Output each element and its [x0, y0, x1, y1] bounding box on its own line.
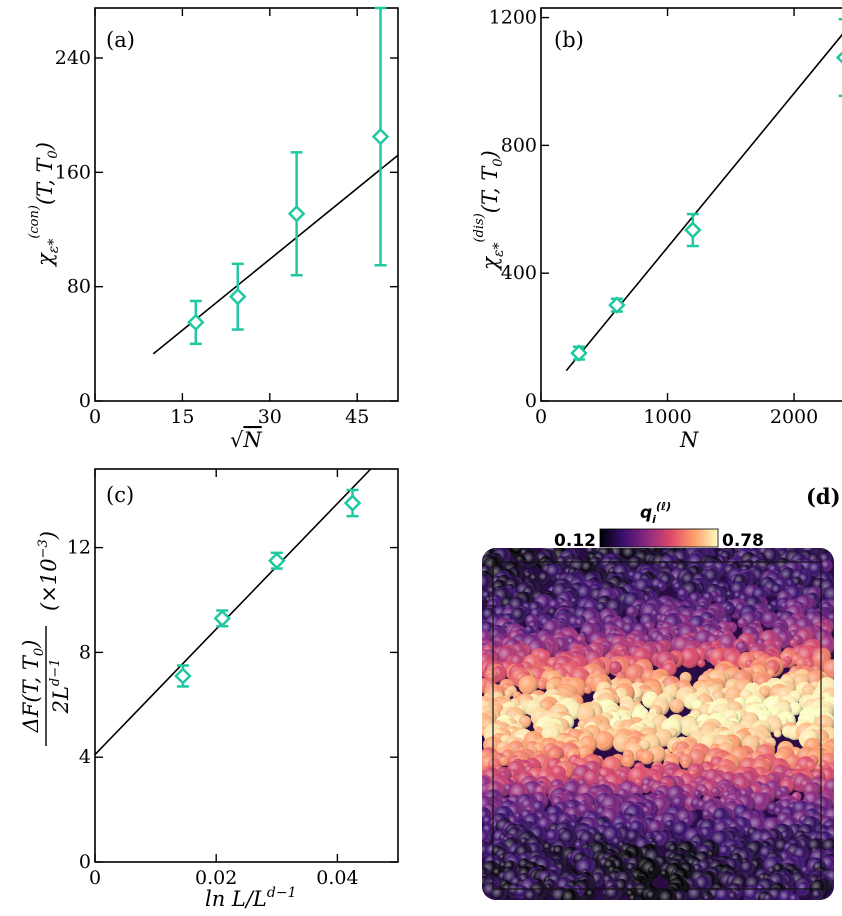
particle-shading — [789, 638, 798, 648]
x-tick-label: 0.04 — [316, 867, 358, 889]
y-tick-label: 240 — [55, 47, 91, 69]
particle-shading — [669, 698, 685, 714]
y-tick-label: 4 — [79, 746, 91, 768]
panel-b-x-label: N — [679, 428, 699, 452]
x-tick-label: 45 — [345, 406, 369, 428]
y-tick-label: 8 — [79, 641, 91, 663]
x-tick-label: 0 — [89, 406, 101, 428]
data-point — [228, 287, 247, 306]
colorbar — [599, 528, 719, 548]
particle-shading — [537, 680, 547, 690]
colorbar-title: qi(ℓ) — [640, 500, 671, 526]
y-tick-label: 0 — [79, 390, 91, 412]
panel-b-y-label: χε*(dis)(T, T0) — [472, 150, 507, 272]
fit-line — [94, 468, 372, 756]
particle-shading — [702, 810, 712, 820]
panel-c-frame — [94, 468, 399, 863]
data-point — [287, 205, 306, 223]
particle-shading — [621, 754, 635, 768]
y-tick-label: 0 — [79, 851, 91, 873]
particle-shading — [697, 659, 706, 668]
y-tick-label: 80 — [67, 276, 91, 298]
y-tick-label: 1200 — [489, 7, 537, 29]
particle-shading — [570, 596, 580, 607]
particle-shading — [538, 571, 551, 585]
particle-shading — [820, 559, 833, 573]
data-point — [268, 551, 286, 570]
particle-shading — [575, 617, 585, 628]
panel-a-x-label: √N — [230, 428, 262, 452]
panel-c-label: (c) — [106, 483, 134, 507]
particle-shading — [773, 729, 782, 738]
data-point — [213, 609, 232, 628]
y-tick-label: 800 — [501, 134, 537, 156]
colorbar-min-label: 0.12 — [554, 531, 596, 551]
particle-shading — [499, 756, 510, 766]
y-tick-label: 12 — [67, 537, 91, 559]
data-point — [371, 127, 390, 146]
panel-b: (b) 0 1000 2000 0 400 800 1200 N χε*(dis)(T, T… — [472, 7, 842, 452]
x-tick-label: 30 — [258, 406, 282, 428]
data-point — [343, 494, 362, 512]
particle-shading — [504, 688, 513, 698]
panel-a-y-label: χε*(con)(T, T0) — [27, 142, 62, 268]
particle-shading — [584, 685, 592, 694]
particle-snapshot — [482, 548, 834, 900]
fit-line — [565, 33, 842, 372]
particle-shading — [725, 604, 734, 614]
panel-c: (c) 0 0.02 0.04 0 4 8 12 ln L/Ld−1 ΔF(T, T0) 2… — [19, 468, 399, 911]
y-tick-label: 0 — [525, 390, 537, 412]
panel-a: (a) 0 15 30 45 0 80 160 240 √N χε*(con)(T, T0) — [27, 6, 399, 452]
particle-shading — [609, 661, 622, 674]
x-tick-label: 15 — [170, 406, 194, 428]
particle-shading — [725, 590, 735, 599]
particle-shading — [822, 659, 834, 680]
particle-shading — [626, 605, 639, 619]
particle-shading — [735, 641, 749, 654]
y-tick-label: 160 — [55, 161, 91, 183]
panel-b-label: (b) — [554, 28, 584, 52]
data-point — [835, 51, 842, 64]
particle-shading — [518, 675, 538, 695]
data-point — [684, 221, 702, 239]
x-tick-label: 0.02 — [195, 867, 237, 889]
particle-shading — [737, 617, 748, 629]
colorbar-max-label: 0.78 — [722, 531, 764, 551]
particle-shading — [796, 657, 807, 669]
panel-a-label: (a) — [106, 28, 135, 52]
panel-d: (d) qi(ℓ) 0.12 0.78 — [482, 484, 841, 900]
x-tick-label: 0 — [89, 867, 101, 889]
data-point — [187, 313, 205, 332]
particle-shading — [648, 866, 657, 875]
x-tick-label: 1000 — [643, 406, 691, 428]
particle-shading — [679, 648, 701, 669]
particle-shading — [640, 750, 654, 765]
panel-d-label: (d) — [806, 484, 841, 509]
panel-b-frame — [540, 7, 842, 402]
particle-shading — [660, 869, 670, 879]
particle-shading — [594, 731, 615, 751]
y-tick-label: 400 — [501, 262, 537, 284]
data-point — [174, 667, 192, 685]
panel-c-y-label: ΔF(T, T0) 2Ld−1 (×10−3) — [19, 531, 73, 746]
x-tick-label: 0 — [535, 406, 547, 428]
particle-shading — [580, 560, 596, 576]
particle-shading — [808, 561, 824, 578]
x-tick-label: 2000 — [770, 406, 818, 428]
panel-c-x-label: ln L/Ld−1 — [205, 885, 297, 911]
panel-a-frame — [94, 7, 399, 402]
particle-shading — [522, 551, 540, 569]
data-point — [608, 296, 626, 314]
data-point — [570, 344, 588, 362]
